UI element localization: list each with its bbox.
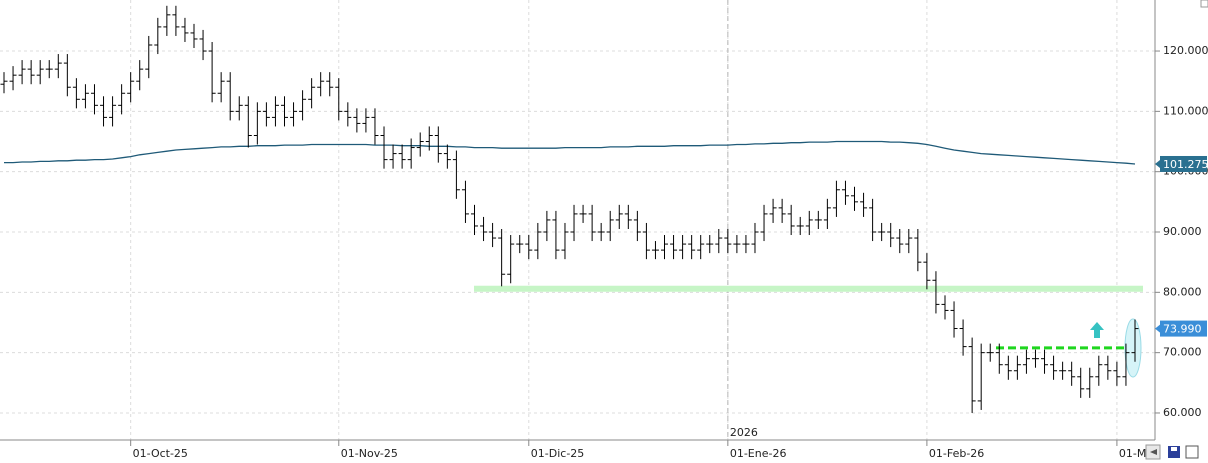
save-icon [1171, 447, 1177, 451]
price-tag [1160, 320, 1207, 337]
scroll-icon [1150, 449, 1157, 455]
y-tick-label: 60.000 [1163, 406, 1202, 419]
price-tag [1160, 155, 1207, 172]
highlight-ellipse [1124, 318, 1142, 378]
grid: 2026 [0, 0, 1155, 440]
y-tick-label: 110.000 [1163, 104, 1208, 117]
price-tag-pointer [1155, 324, 1160, 333]
y-tick-label: 70.000 [1163, 346, 1202, 359]
x-tick-label: 01-Oct-25 [133, 447, 188, 460]
x-tick-label: 01-Nov-25 [341, 447, 398, 460]
price-tag-pointer [1155, 159, 1160, 168]
price-tag-label: 101.275 [1163, 158, 1208, 171]
x-axis-panel [0, 440, 1208, 463]
x-tick-label: 01-Ene-26 [730, 447, 787, 460]
corner-button[interactable] [1200, 0, 1208, 8]
y-tick-label: 80.000 [1163, 285, 1202, 298]
toolbar [1145, 0, 1208, 460]
x-tick-label: 01-M [1119, 447, 1146, 460]
up-arrow [1090, 322, 1104, 338]
moving-average [4, 140, 1136, 165]
x-tick-label: 01-Dic-25 [531, 447, 585, 460]
y-tick-label: 120.000 [1163, 44, 1208, 57]
y-axis-panel [1155, 0, 1208, 463]
price-tag-label: 73.990 [1163, 323, 1202, 336]
marks [0, 5, 1143, 413]
x-tick-label: 01-Feb-26 [929, 447, 984, 460]
year-label: 2026 [730, 426, 758, 439]
y-tick-label: 90.000 [1163, 225, 1202, 238]
expand-button[interactable] [1185, 445, 1199, 459]
